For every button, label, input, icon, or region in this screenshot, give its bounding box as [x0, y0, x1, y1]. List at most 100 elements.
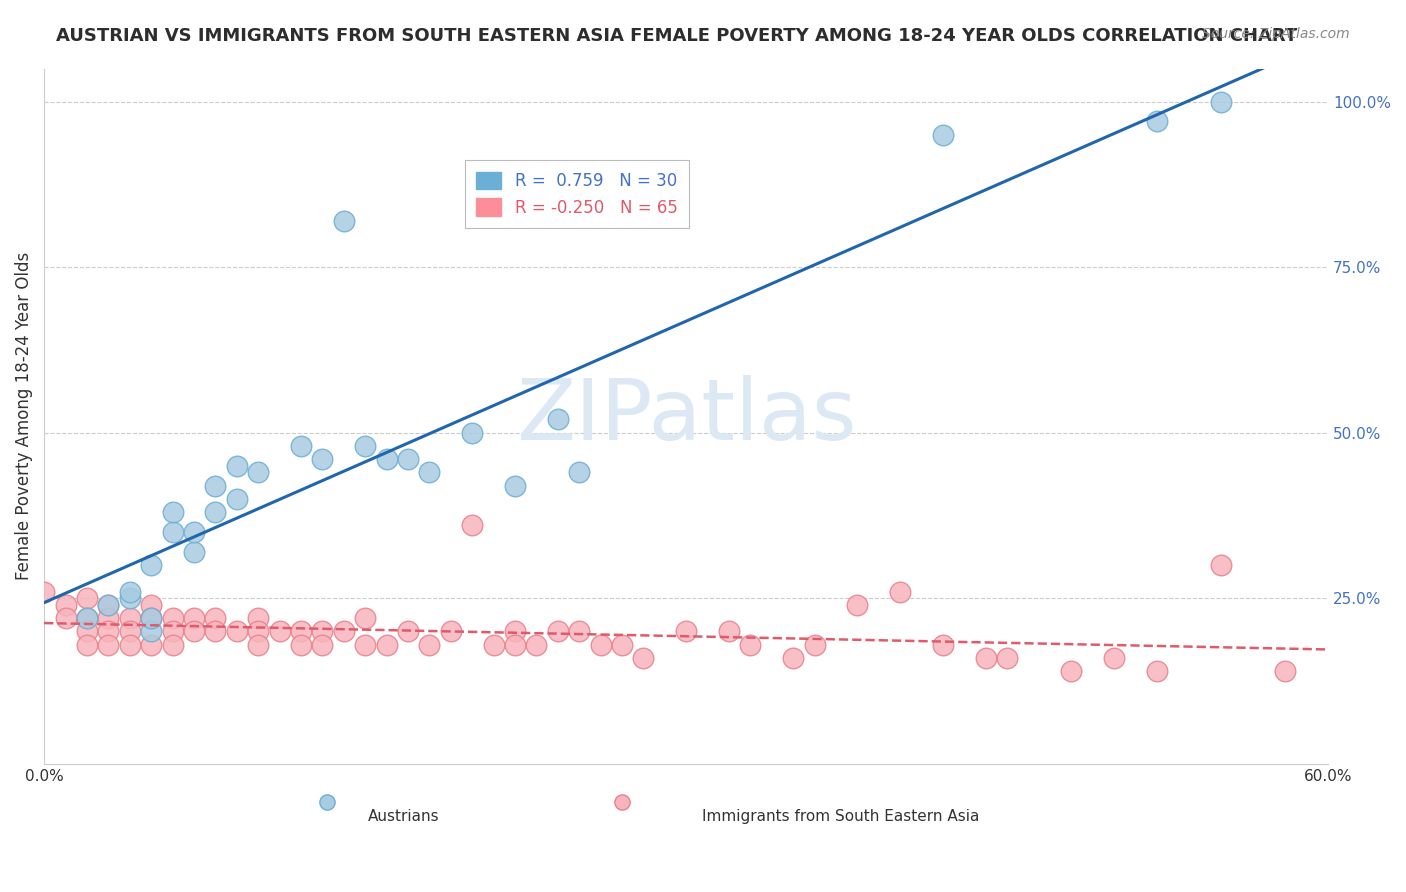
Point	[290, 638, 312, 652]
Point	[503, 479, 526, 493]
Point	[354, 638, 377, 652]
Point	[97, 598, 120, 612]
Point	[139, 558, 162, 573]
Point	[375, 452, 398, 467]
Point	[610, 638, 633, 652]
Point	[418, 466, 440, 480]
Point	[183, 545, 205, 559]
Point	[139, 598, 162, 612]
Point	[204, 479, 226, 493]
Point	[995, 793, 1018, 807]
Legend: R =  0.759   N = 30, R = -0.250   N = 65: R = 0.759 N = 30, R = -0.250 N = 65	[465, 161, 689, 228]
Point	[568, 624, 591, 639]
Point	[97, 598, 120, 612]
Point	[461, 518, 484, 533]
Point	[290, 624, 312, 639]
Point	[440, 624, 463, 639]
Point	[225, 458, 247, 473]
Point	[889, 584, 911, 599]
Point	[162, 524, 184, 539]
Point	[1274, 664, 1296, 678]
Point	[503, 624, 526, 639]
Point	[183, 524, 205, 539]
Point	[97, 611, 120, 625]
Point	[162, 505, 184, 519]
Point	[568, 466, 591, 480]
Point	[139, 611, 162, 625]
Point	[1102, 651, 1125, 665]
Point	[675, 624, 697, 639]
Point	[139, 611, 162, 625]
Point	[76, 611, 98, 625]
Point	[76, 591, 98, 606]
Point	[183, 624, 205, 639]
Point	[247, 624, 270, 639]
Point	[225, 624, 247, 639]
Point	[461, 425, 484, 440]
Point	[354, 611, 377, 625]
Point	[846, 598, 869, 612]
Point	[55, 611, 77, 625]
Point	[118, 624, 141, 639]
Point	[782, 651, 804, 665]
Text: Austrians: Austrians	[368, 809, 440, 824]
Point	[225, 491, 247, 506]
Point	[118, 584, 141, 599]
Point	[55, 598, 77, 612]
Point	[547, 624, 569, 639]
Point	[311, 624, 333, 639]
Point	[269, 624, 291, 639]
Point	[524, 638, 547, 652]
Point	[162, 611, 184, 625]
Point	[247, 611, 270, 625]
Text: Source: ZipAtlas.com: Source: ZipAtlas.com	[1202, 27, 1350, 41]
Point	[76, 611, 98, 625]
Point	[97, 638, 120, 652]
Point	[162, 638, 184, 652]
Point	[717, 624, 740, 639]
Point	[375, 638, 398, 652]
Point	[396, 624, 419, 639]
Point	[503, 638, 526, 652]
Y-axis label: Female Poverty Among 18-24 Year Olds: Female Poverty Among 18-24 Year Olds	[15, 252, 32, 581]
Point	[97, 624, 120, 639]
Point	[247, 638, 270, 652]
Point	[204, 611, 226, 625]
Point	[139, 624, 162, 639]
Point	[354, 439, 377, 453]
Text: AUSTRIAN VS IMMIGRANTS FROM SOUTH EASTERN ASIA FEMALE POVERTY AMONG 18-24 YEAR O: AUSTRIAN VS IMMIGRANTS FROM SOUTH EASTER…	[56, 27, 1298, 45]
Point	[1060, 664, 1083, 678]
Point	[803, 638, 825, 652]
Point	[1146, 664, 1168, 678]
Point	[589, 638, 612, 652]
Point	[118, 611, 141, 625]
Point	[204, 624, 226, 639]
Point	[139, 638, 162, 652]
Point	[311, 452, 333, 467]
Point	[740, 638, 762, 652]
Point	[1146, 114, 1168, 128]
Point	[418, 638, 440, 652]
Point	[1211, 558, 1233, 573]
Point	[118, 638, 141, 652]
Point	[547, 412, 569, 426]
Point	[311, 638, 333, 652]
Point	[32, 584, 55, 599]
Point	[162, 624, 184, 639]
Point	[633, 651, 655, 665]
Point	[290, 439, 312, 453]
Point	[183, 611, 205, 625]
Point	[1211, 95, 1233, 109]
Point	[974, 651, 997, 665]
Point	[118, 591, 141, 606]
Point	[396, 452, 419, 467]
Text: Immigrants from South Eastern Asia: Immigrants from South Eastern Asia	[702, 809, 979, 824]
Point	[995, 651, 1018, 665]
Point	[204, 505, 226, 519]
Point	[503, 793, 526, 807]
Point	[76, 624, 98, 639]
Point	[932, 128, 955, 142]
Point	[932, 638, 955, 652]
Point	[332, 624, 354, 639]
Point	[247, 466, 270, 480]
